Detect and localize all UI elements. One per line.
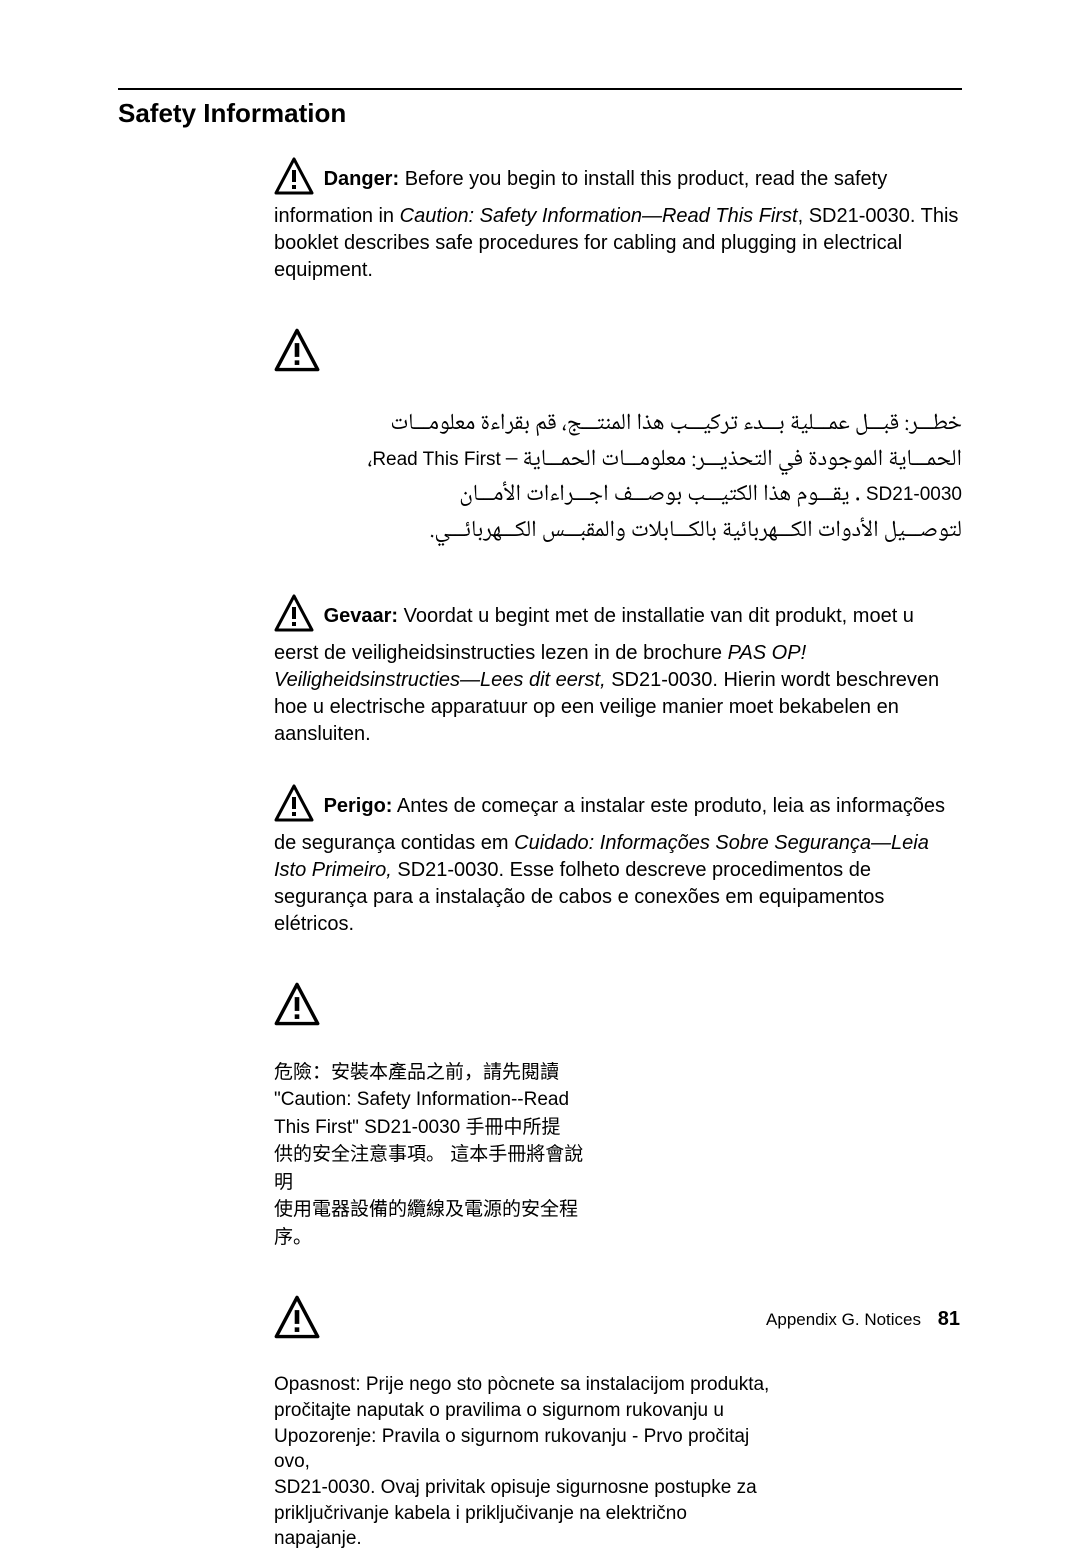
arabic-line-1: خطـــر: قبـــل عمـــلية بـــدء تركيـــب …	[274, 407, 962, 443]
warning-icon	[274, 594, 314, 640]
footer-section: Appendix G. Notices	[766, 1310, 921, 1329]
warning-icon	[274, 784, 314, 830]
croatian-line-1: Opasnost: Prije nego sto pòcnete sa inst…	[274, 1372, 774, 1398]
croatian-line-5: priključrivanje kabela i priključivanje …	[274, 1501, 774, 1552]
danger-block-chinese: 危險：安裝本產品之前，請先閱讀 "Caution: Safety Informa…	[274, 982, 962, 1252]
danger-paragraph-croatian: Opasnost: Prije nego sto pòcnete sa inst…	[274, 1372, 774, 1551]
chinese-line-2: "Caution: Safety Information--Read	[274, 1086, 584, 1114]
chinese-line-4: 供的安全注意事項。 這本手冊將會說明	[274, 1141, 584, 1196]
warning-icon	[274, 328, 962, 377]
danger-label: Danger:	[324, 168, 400, 190]
danger-block-dutch: Gevaar: Voordat u begint met de installa…	[274, 594, 962, 748]
danger-block-arabic: خطـــر: قبـــل عمـــلية بـــدء تركيـــب …	[274, 328, 962, 550]
danger-block-portuguese: Perigo: Antes de começar a instalar este…	[274, 784, 962, 938]
croatian-line-2: pročitajte naputak o pravilima o sigurno…	[274, 1398, 774, 1424]
danger-text-italic: Caution: Safety Information—Read This Fi…	[400, 205, 798, 227]
danger-paragraph-english: Danger: Before you begin to install this…	[274, 157, 962, 284]
page-footer: Appendix G. Notices 81	[766, 1308, 960, 1331]
arabic-line-4: لتوصـــيل الأدوات الكـــهربائية بالكـــا…	[274, 514, 962, 550]
page: Safety Information Danger: Before you be…	[0, 0, 1080, 1397]
croatian-line-4: SD21-0030. Ovaj privitak opisuje sigurno…	[274, 1475, 774, 1501]
danger-paragraph-arabic: خطـــر: قبـــل عمـــلية بـــدء تركيـــب …	[274, 407, 962, 550]
danger-paragraph-portuguese: Perigo: Antes de começar a instalar este…	[274, 784, 962, 938]
danger-block-english: Danger: Before you begin to install this…	[274, 157, 962, 284]
warning-icon	[274, 157, 314, 203]
danger-paragraph-chinese: 危險：安裝本產品之前，請先閱讀 "Caution: Safety Informa…	[274, 1059, 584, 1252]
danger-block-croatian: Opasnost: Prije nego sto pòcnete sa inst…	[274, 1295, 962, 1551]
perigo-label: Perigo:	[324, 795, 393, 817]
chinese-line-3: This First" SD21-0030 手冊中所提	[274, 1114, 584, 1142]
chinese-line-1: 危險：安裝本產品之前，請先閱讀	[274, 1059, 584, 1087]
content-column: Danger: Before you begin to install this…	[274, 157, 962, 1552]
top-rule	[118, 88, 962, 90]
page-title: Safety Information	[118, 98, 962, 129]
arabic-line-3: SD21-0030 . يقـــوم هذا الكتيـــب بوصـــ…	[274, 478, 962, 514]
danger-paragraph-dutch: Gevaar: Voordat u begint met de installa…	[274, 594, 962, 748]
arabic-line-2: الحمـــاية الموجودة في التحذيـــر: معلوم…	[274, 443, 962, 479]
gevaar-label: Gevaar:	[324, 605, 399, 627]
chinese-line-5: 使用電器設備的纜線及電源的安全程序。	[274, 1196, 584, 1251]
croatian-line-3: Upozorenje: Pravila o sigurnom rukovanju…	[274, 1424, 774, 1475]
footer-page-number: 81	[938, 1308, 960, 1330]
warning-icon	[274, 982, 962, 1031]
